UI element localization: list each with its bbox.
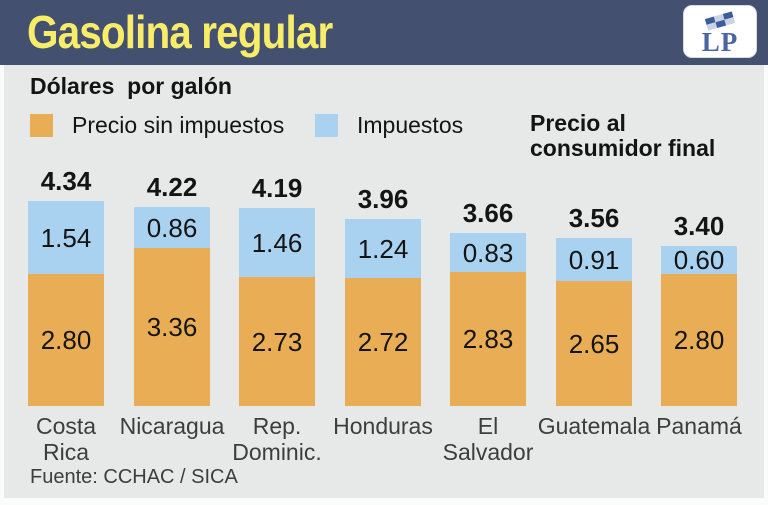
bar-segment-price-without-taxes: 3.36 bbox=[134, 248, 210, 406]
bar-segment-price-without-taxes: 2.83 bbox=[450, 272, 526, 406]
price-without-taxes-value-label: 2.73 bbox=[251, 326, 303, 357]
header-bar: Gasolina regular LP bbox=[0, 0, 768, 65]
bar-column: 4.22 0.86 3.36 Nicaragua bbox=[120, 160, 225, 480]
bar-segment-price-without-taxes: 2.80 bbox=[661, 274, 737, 406]
bar-segment-price-without-taxes: 2.65 bbox=[556, 281, 632, 406]
bar-column: 3.40 0.60 2.80 Panamá bbox=[656, 160, 742, 480]
total-value-label: 4.22 bbox=[146, 172, 198, 202]
stacked-bar: 0.60 2.80 bbox=[661, 246, 737, 406]
bar-segment-price-without-taxes: 2.72 bbox=[345, 278, 421, 406]
legend-swatch-price-without-taxes bbox=[30, 114, 53, 137]
country-label: Costa Rica bbox=[35, 413, 97, 465]
price-without-taxes-value-label: 3.36 bbox=[146, 312, 198, 342]
legend-swatch-taxes bbox=[315, 114, 338, 137]
flag-icon bbox=[704, 11, 736, 31]
bar-segment-taxes: 0.91 bbox=[556, 238, 632, 281]
taxes-value-label: 1.46 bbox=[251, 227, 303, 258]
stacked-bar: 1.46 2.73 bbox=[239, 208, 315, 406]
taxes-value-label: 0.91 bbox=[568, 244, 620, 275]
legend-label-taxes: Impuestos bbox=[357, 112, 464, 138]
taxes-value-label: 0.86 bbox=[146, 212, 198, 243]
chart-subtitle: Dólares por galón bbox=[30, 73, 232, 99]
country-label: Honduras bbox=[333, 413, 433, 439]
total-value-label: 4.19 bbox=[251, 173, 303, 203]
source-note: Fuente: CCHAC / SICA bbox=[30, 466, 238, 488]
stacked-bar: 1.24 2.72 bbox=[345, 219, 421, 406]
stacked-bar: 0.91 2.65 bbox=[556, 238, 632, 406]
stacked-bar: 0.86 3.36 bbox=[134, 207, 210, 406]
total-value-label: 3.66 bbox=[462, 198, 514, 228]
total-value-label: 3.56 bbox=[568, 203, 620, 233]
stacked-bar: 1.54 2.80 bbox=[28, 201, 104, 406]
bar-column: 4.19 1.46 2.73 Rep. Dominic. bbox=[232, 160, 321, 480]
stacked-bar: 0.83 2.83 bbox=[450, 233, 526, 406]
bar-segment-taxes: 0.86 bbox=[134, 207, 210, 248]
country-label: Nicaragua bbox=[119, 413, 225, 439]
lp-logo-text: LP bbox=[701, 27, 739, 57]
total-value-label: 3.96 bbox=[357, 184, 409, 214]
bar-column: 3.56 0.91 2.65 Guatemala bbox=[538, 160, 651, 480]
country-label: Guatemala bbox=[537, 413, 651, 439]
total-value-label: 3.40 bbox=[673, 211, 725, 241]
legend-label-price-without-taxes: Precio sin impuestos bbox=[72, 112, 285, 138]
country-label: El Salvador bbox=[442, 413, 534, 465]
bar-segment-taxes: 1.54 bbox=[28, 201, 104, 274]
bar-segment-taxes: 1.46 bbox=[239, 208, 315, 277]
taxes-value-label: 0.60 bbox=[673, 245, 725, 275]
bar-segment-price-without-taxes: 2.73 bbox=[239, 277, 315, 406]
bar-segment-taxes: 1.24 bbox=[345, 219, 421, 278]
bar-segment-taxes: 0.83 bbox=[450, 233, 526, 272]
total-value-label: 4.34 bbox=[40, 166, 92, 196]
price-without-taxes-value-label: 2.65 bbox=[568, 328, 620, 359]
price-without-taxes-value-label: 2.72 bbox=[357, 327, 409, 357]
bar-column: 3.96 1.24 2.72 Honduras bbox=[333, 160, 433, 480]
price-without-taxes-value-label: 2.80 bbox=[40, 325, 92, 355]
bar-segment-price-without-taxes: 2.80 bbox=[28, 274, 104, 406]
country-label: Rep. Dominic. bbox=[232, 413, 322, 465]
taxes-value-label: 1.24 bbox=[357, 233, 409, 264]
bar-column: 4.34 1.54 2.80 Costa Rica bbox=[28, 160, 104, 480]
bar-segment-taxes: 0.60 bbox=[661, 246, 737, 274]
legend-final-consumer-price-label: Precio al consumidor final bbox=[530, 110, 716, 161]
price-without-taxes-value-label: 2.80 bbox=[673, 325, 725, 355]
taxes-value-label: 1.54 bbox=[40, 222, 92, 253]
bar-column: 3.66 0.83 2.83 El Salvador bbox=[443, 160, 534, 480]
country-label: Panamá bbox=[656, 413, 742, 439]
taxes-value-label: 0.83 bbox=[462, 237, 514, 268]
lp-logo: LP bbox=[683, 5, 757, 58]
bar-chart: 4.34 1.54 2.80 Costa Rica 4.22 0.86 3.36 Nicara… bbox=[0, 160, 768, 480]
page-title: Gasolina regular bbox=[27, 6, 333, 58]
price-without-taxes-value-label: 2.83 bbox=[462, 324, 514, 354]
